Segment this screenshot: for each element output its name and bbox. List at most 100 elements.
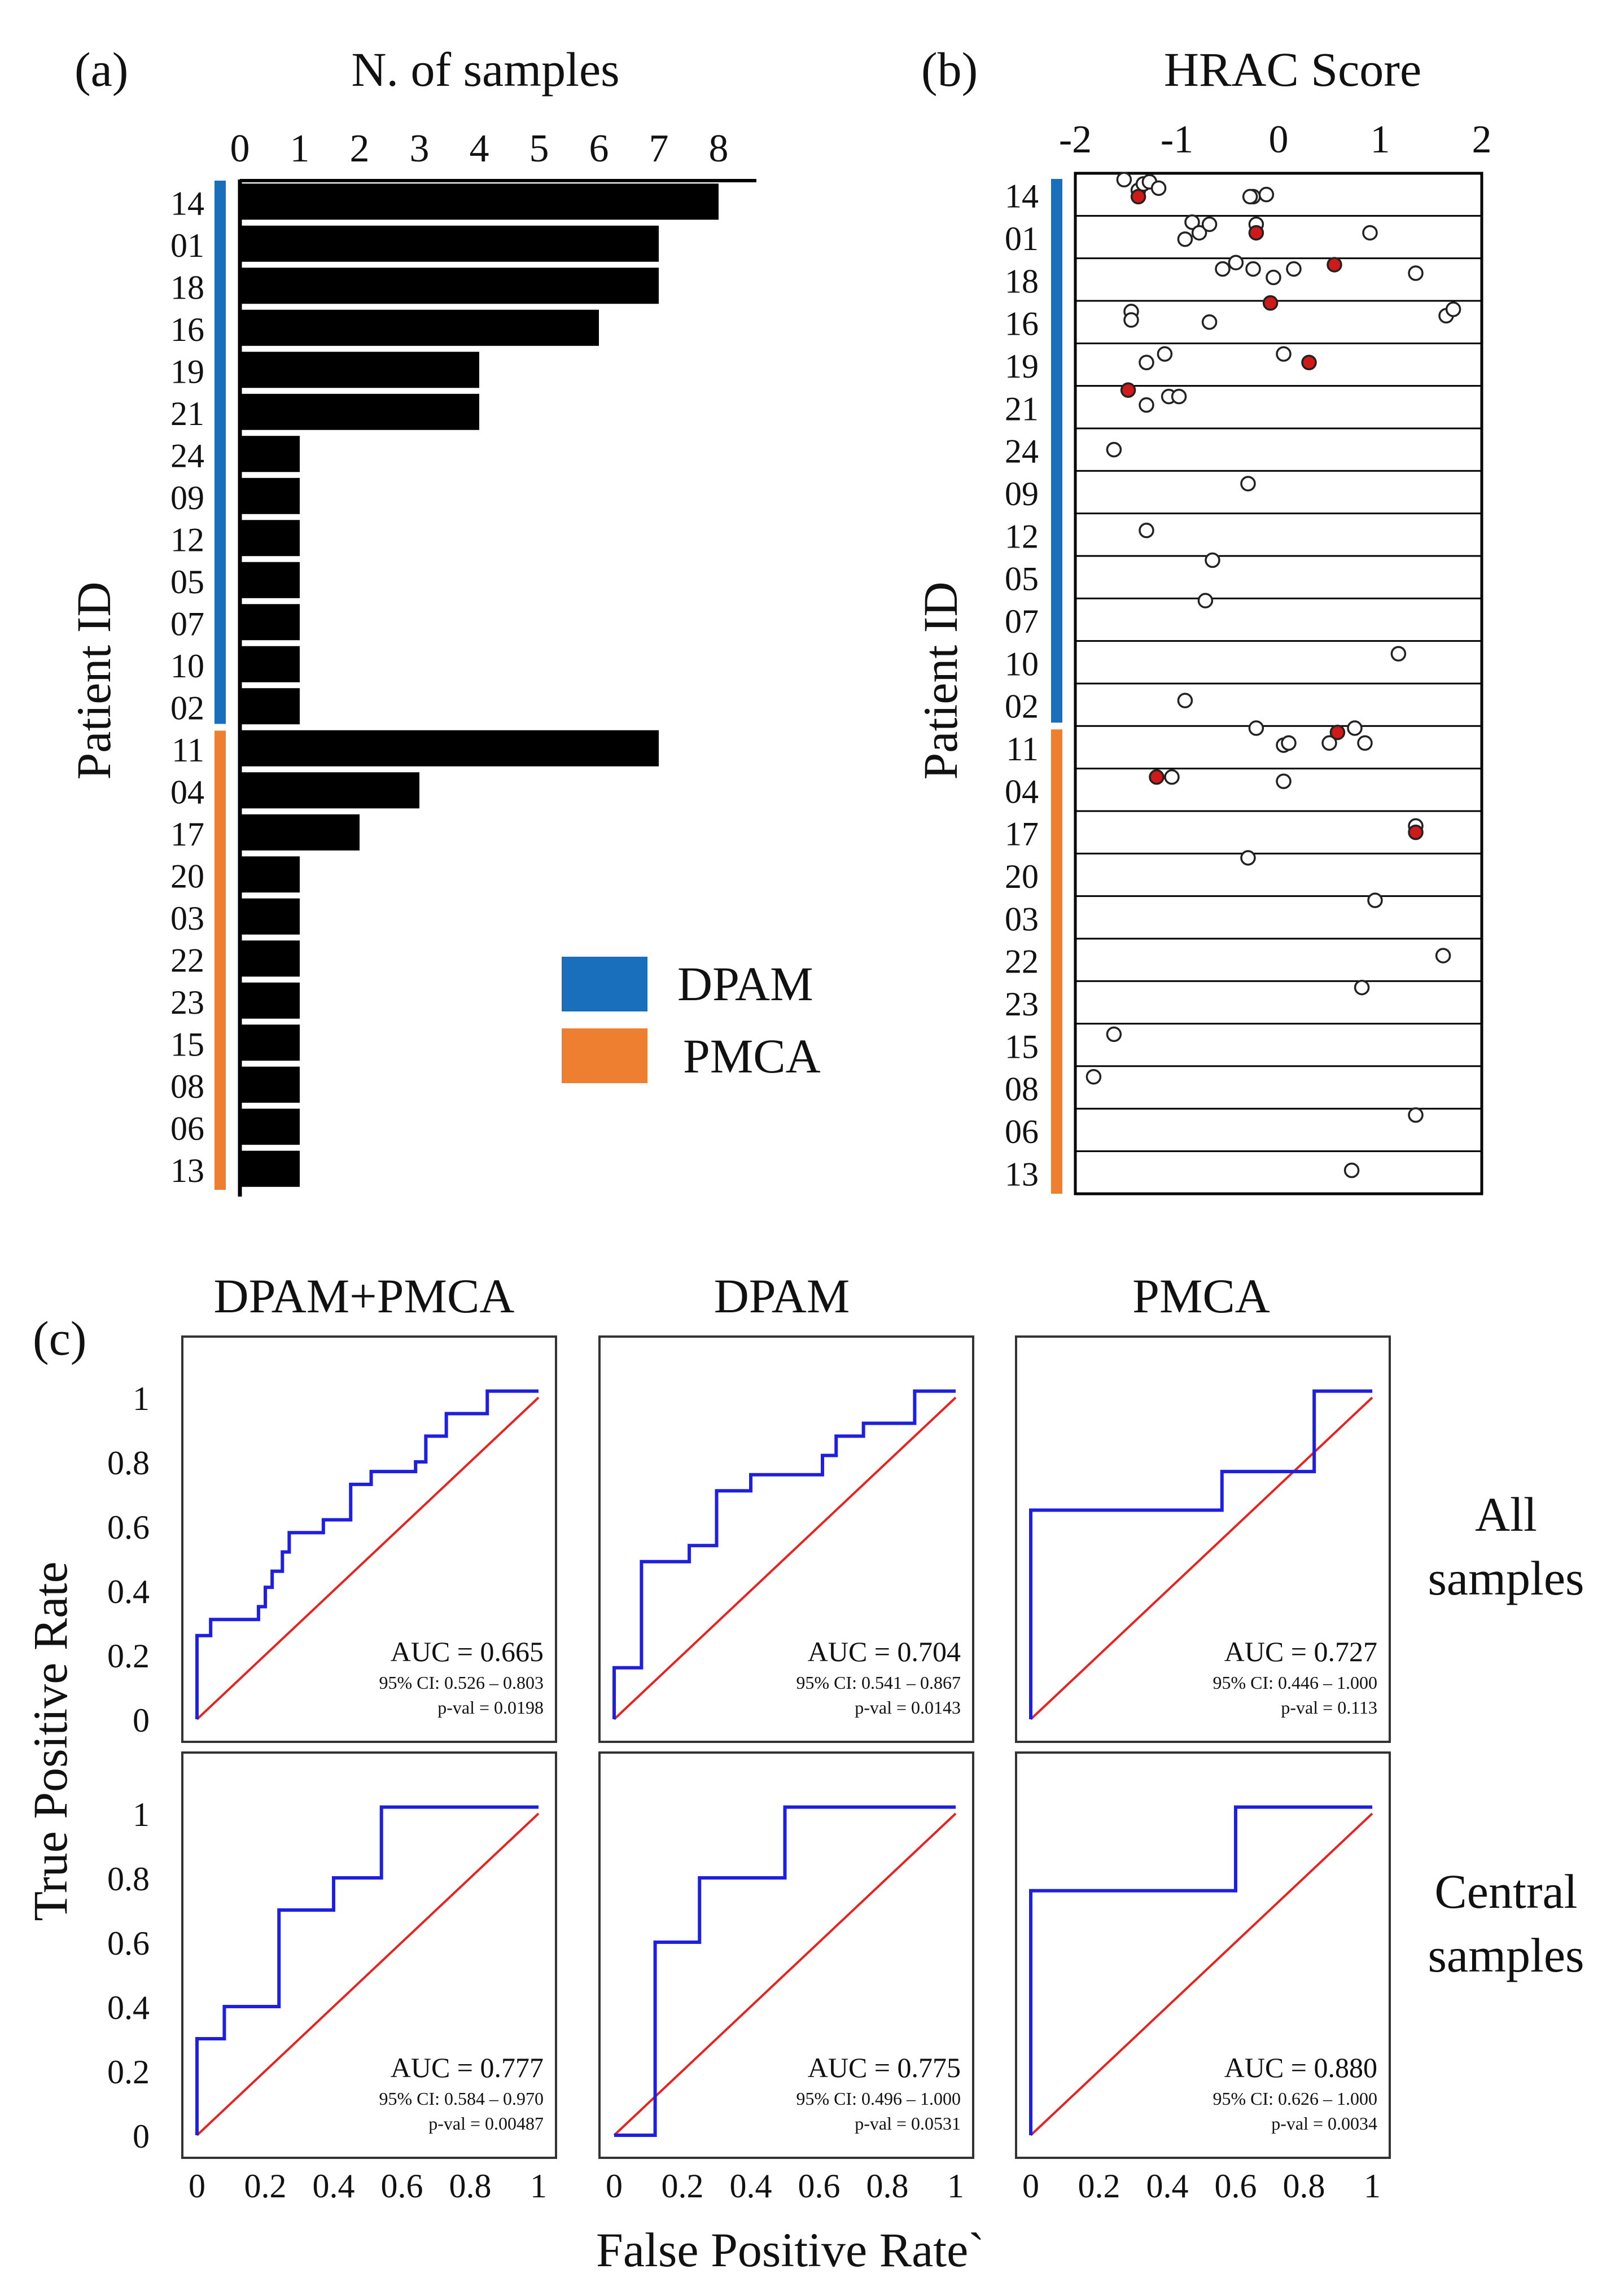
- legend-label-pmca: PMCA: [683, 1029, 821, 1083]
- panel-c-row2-title-line1: Central: [1434, 1864, 1577, 1919]
- panel-b-point: [1258, 186, 1275, 203]
- panel-b-point: [1164, 769, 1180, 785]
- panel-b-category-label: 24: [1005, 433, 1039, 470]
- panel-b-category-label: 20: [1005, 858, 1039, 895]
- panel-b-dpam-indicator: [1051, 179, 1062, 723]
- roc-auc-text: AUC = 0.665: [391, 1636, 544, 1667]
- roc-x-tick: 0.6: [798, 2167, 841, 2205]
- legend-swatch-pmca: [562, 1028, 647, 1083]
- panel-a-category-labels: 14 01 18 16 19 21 24 09 12 05 07 10 02 11 04 17 20 03 22 23…: [170, 185, 204, 1189]
- panel-a-bar: [240, 183, 719, 220]
- roc-panel: AUC = 0.880 95% CI: 0.626 – 1.000 p-val = …: [1015, 1751, 1391, 2205]
- roc-panel: AUC = 0.777 95% CI: 0.584 – 0.970 p-val = …: [107, 1751, 557, 2205]
- panel-a-category-label: 06: [170, 1110, 204, 1147]
- panel-a-category-label: 14: [170, 185, 204, 222]
- panel-a-bar: [240, 436, 300, 472]
- panel-b-category-label: 10: [1005, 645, 1039, 682]
- panel-b-category-label: 12: [1005, 518, 1039, 555]
- panel-b-point-highlight: [1130, 189, 1146, 205]
- panel-a-bar: [240, 268, 659, 304]
- roc-curve: [195, 1805, 539, 2135]
- panel-a-category-label: 02: [170, 689, 204, 726]
- roc-x-tick: 0.8: [866, 2167, 909, 2205]
- panel-b-point: [1321, 735, 1337, 751]
- roc-auc-text: AUC = 0.704: [808, 1636, 961, 1667]
- roc-x-tick: 1: [530, 2167, 547, 2205]
- panel-a-bar: [240, 309, 599, 346]
- panel-b-point: [1367, 892, 1383, 908]
- panel-a-ylabel: Patient ID: [67, 581, 121, 779]
- roc-x-tick: 0.4: [313, 2167, 355, 2205]
- panel-b-point-highlight: [1327, 257, 1342, 273]
- panel-b-category-label: 06: [1005, 1113, 1039, 1150]
- panel-b-title: HRAC Score: [1164, 42, 1421, 97]
- panel-b-point: [1362, 225, 1378, 241]
- panel-b-point: [1215, 261, 1231, 277]
- roc-y-tick: 0.4: [107, 1573, 150, 1610]
- panel-b-category-label: 05: [1005, 560, 1039, 598]
- roc-curve: [614, 1805, 956, 2137]
- panel-b-category-label: 22: [1005, 943, 1039, 980]
- panel-a-x-tick: 4: [470, 127, 489, 170]
- panel-a-pmca-indicator: [215, 730, 226, 1190]
- panel-a-bar: [240, 478, 300, 514]
- panel-b-point: [1445, 301, 1461, 317]
- panel-b-category-label: 11: [1006, 730, 1039, 768]
- roc-diagonal: [1030, 1812, 1373, 2136]
- roc-x-tick: 0.8: [449, 2167, 492, 2205]
- roc-curve: [1029, 1805, 1372, 2135]
- panel-b-scatter-chart: HRAC Score Patient ID -2 -1 0 1 2 1401181619…: [913, 42, 1492, 1195]
- panel-b-category-label: 09: [1005, 475, 1039, 513]
- panel-b-point: [1408, 1107, 1424, 1123]
- panel-b-point-highlight: [1248, 225, 1264, 241]
- roc-panel-frame: [181, 1335, 557, 1743]
- roc-x-tick: 1: [1364, 2167, 1381, 2205]
- roc-y-tick: 0.8: [107, 1860, 150, 1898]
- panel-a-bar: [240, 1109, 300, 1145]
- panel-b-point: [1343, 1162, 1360, 1179]
- panel-b-point-highlight: [1408, 824, 1424, 840]
- roc-x-tick: 0.8: [1283, 2167, 1325, 2205]
- panel-b-point: [1106, 1026, 1122, 1043]
- panel-c-ylabel: True Positive Rate: [23, 1561, 77, 1921]
- panel-b-category-label: 07: [1005, 603, 1039, 640]
- panel-a-bars: [240, 183, 719, 1187]
- panel-b-point-highlight: [1149, 769, 1165, 785]
- panel-b-point: [1197, 593, 1214, 608]
- panel-b-point: [1281, 735, 1297, 751]
- legend-swatch-dpam: [562, 957, 647, 1011]
- panel-a-category-label: 19: [170, 353, 204, 390]
- panel-b-point: [1116, 172, 1132, 188]
- roc-diagonal: [196, 1396, 540, 1720]
- roc-pval-text: p-val = 0.0531: [855, 2113, 961, 2134]
- roc-diagonal: [613, 1812, 957, 2136]
- panel-b-point: [1228, 255, 1244, 270]
- panel-c-xlabel: False Positive Rate`: [596, 2223, 984, 2277]
- panel-b-point: [1150, 180, 1167, 196]
- panel-b-point: [1286, 261, 1302, 277]
- roc-y-tick: 1: [133, 1796, 150, 1833]
- panel-a-label: (a): [75, 42, 128, 97]
- roc-x-tick: 0: [1022, 2167, 1039, 2205]
- panel-a-category-label: 17: [170, 816, 204, 853]
- panel-a-category-label: 15: [170, 1026, 204, 1063]
- panel-b-point: [1085, 1069, 1102, 1085]
- panel-a-category-label: 08: [170, 1068, 204, 1105]
- panel-a-bar: [240, 1024, 300, 1061]
- panel-b-point-highlight: [1329, 724, 1346, 741]
- panel-b-category-label: 23: [1005, 985, 1039, 1023]
- panel-a-category-label: 05: [170, 563, 204, 601]
- roc-x-tick: 0.2: [244, 2167, 287, 2205]
- panel-a-x-tick: 3: [410, 127, 430, 170]
- panel-a-category-label: 16: [170, 311, 204, 348]
- roc-panel: AUC = 0.727 95% CI: 0.446 – 1.000 p-val = …: [1015, 1335, 1391, 1743]
- panel-b-point: [1435, 948, 1451, 963]
- roc-y-tick: 1: [133, 1380, 150, 1417]
- panel-b-point: [1390, 646, 1407, 662]
- roc-auc-text: AUC = 0.775: [808, 2052, 961, 2083]
- panel-b-category-label: 17: [1005, 816, 1039, 853]
- roc-y-tick: 0.2: [107, 2053, 150, 2091]
- panel-a-bar: [240, 898, 300, 935]
